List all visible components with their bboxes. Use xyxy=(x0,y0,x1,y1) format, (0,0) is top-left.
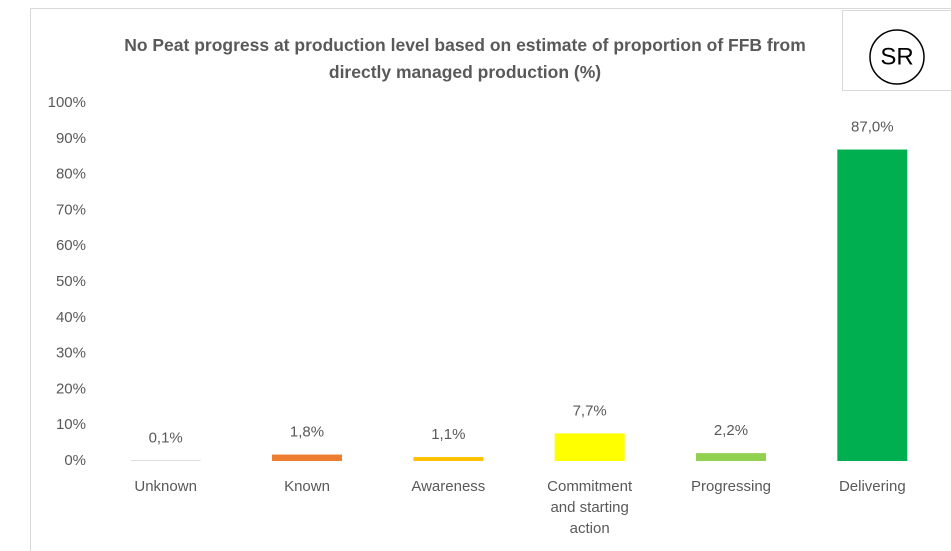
value-label: 1,8% xyxy=(290,424,324,441)
y-tick-label: 40% xyxy=(56,309,86,326)
y-tick-label: 0% xyxy=(64,452,86,469)
badge-circle xyxy=(869,29,925,85)
bar xyxy=(272,454,342,461)
x-tick-label: Unknown xyxy=(134,478,197,495)
value-label: 0,1% xyxy=(149,430,183,447)
x-tick-label: Delivering xyxy=(838,478,906,495)
x-tick-label: Commitment and starting action xyxy=(547,478,633,537)
y-tick-label: 30% xyxy=(56,345,86,362)
bar xyxy=(696,453,766,461)
y-tick-label: 20% xyxy=(56,380,86,397)
x-tick-label: Known xyxy=(284,478,330,495)
chart-border xyxy=(30,8,951,551)
bar xyxy=(837,149,908,462)
y-tick-label: 80% xyxy=(56,166,86,183)
y-tick-label: 60% xyxy=(56,237,86,254)
y-tick-label: 50% xyxy=(56,273,86,290)
value-label: 2,2% xyxy=(714,422,748,439)
x-tick-label: Progressing xyxy=(690,478,772,495)
y-tick-label: 70% xyxy=(56,201,86,218)
y-tick-label: 100% xyxy=(48,94,86,111)
chart-title: No Peat progress at production level bas… xyxy=(124,35,806,82)
x-tick-label: Awareness xyxy=(411,478,486,495)
value-label: 87,0% xyxy=(851,119,894,136)
value-label: 1,1% xyxy=(431,426,465,443)
badge-text: SR xyxy=(880,43,913,70)
y-tick-label: 90% xyxy=(56,130,86,147)
bar xyxy=(554,433,625,461)
value-label: 7,7% xyxy=(573,402,607,419)
y-tick-label: 10% xyxy=(56,416,86,433)
bar xyxy=(413,457,484,461)
